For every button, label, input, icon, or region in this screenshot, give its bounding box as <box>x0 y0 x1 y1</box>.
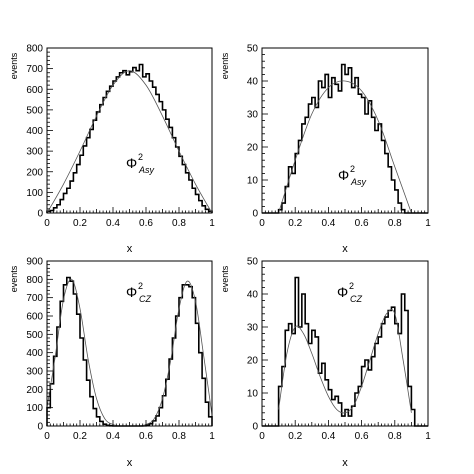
y-tick-label: 30 <box>247 323 259 334</box>
y-tick-label: 600 <box>26 312 43 323</box>
y-tick-label: 0 <box>252 422 258 433</box>
x-tick-label: 1 <box>209 218 215 229</box>
y-tick-label: 800 <box>26 275 43 286</box>
y-tick-label: 0 <box>37 422 43 433</box>
annotation-superscript: 2 <box>138 152 143 162</box>
y-tick-label: 0 <box>37 209 43 220</box>
y-tick-label: 0 <box>252 209 258 220</box>
y-tick-label: 300 <box>26 147 43 158</box>
y-tick-label: 100 <box>26 188 43 199</box>
panel-top-left: 0 0.2 0.4 0.6 0.8 1 0 100 200 300 400 500 600 700 800 e… <box>9 44 215 256</box>
annotation-superscript: 2 <box>350 164 355 174</box>
y-tick-label: 10 <box>247 176 259 187</box>
y-axis-label: events <box>220 265 230 292</box>
y-tick-label: 800 <box>26 44 43 55</box>
annotation-phi: Φ <box>126 284 137 300</box>
x-tick-label: 1 <box>425 218 431 229</box>
x-axis-label: x <box>342 243 348 255</box>
x-tick-label: 0.4 <box>321 431 335 442</box>
x-tick-label: 0.6 <box>355 431 369 442</box>
y-axis-label: events <box>220 52 230 79</box>
x-tick-label: 0 <box>44 218 50 229</box>
y-tick-label: 200 <box>26 167 43 178</box>
x-tick-label: 0.8 <box>172 218 186 229</box>
y-tick-label: 50 <box>247 257 259 268</box>
annotation-superscript: 2 <box>349 281 354 291</box>
x-tick-label: 0.4 <box>321 218 335 229</box>
x-tick-label: 0.2 <box>288 218 302 229</box>
x-tick-label: 0.2 <box>288 431 302 442</box>
x-tick-label: 0 <box>44 431 50 442</box>
histogram-steps <box>46 63 213 213</box>
y-tick-label: 20 <box>247 356 259 367</box>
fit-curve <box>46 278 213 427</box>
x-tick-label: 0.6 <box>355 218 369 229</box>
y-tick-label: 10 <box>247 389 259 400</box>
y-tick-label: 900 <box>26 257 43 268</box>
x-tick-label: 0.2 <box>73 218 87 229</box>
x-axis-label: x <box>127 457 133 469</box>
y-axis-label: events <box>9 52 19 79</box>
x-tick-label: 0.8 <box>388 218 402 229</box>
fit-curve <box>278 309 412 414</box>
y-tick-label: 500 <box>26 105 43 116</box>
x-tick-label: 0.4 <box>106 218 120 229</box>
y-tick-label: 100 <box>26 403 43 414</box>
annotation-subscript: Asy <box>138 165 155 175</box>
fit-curve <box>278 80 412 214</box>
y-tick-label: 400 <box>26 126 43 137</box>
y-tick-label: 50 <box>247 44 259 55</box>
panel-bottom-left: 0 0.2 0.4 0.6 0.8 1 0 100 200 300 400 500 600 700 800 9… <box>9 257 215 470</box>
y-tick-label: 700 <box>26 64 43 75</box>
y-tick-label: 700 <box>26 293 43 304</box>
y-tick-label: 200 <box>26 385 43 396</box>
x-tick-label: 0.8 <box>172 431 186 442</box>
annotation-phi: Φ <box>337 284 348 300</box>
x-tick-label: 0 <box>259 218 265 229</box>
x-tick-label: 0.6 <box>139 218 153 229</box>
annotation-subscript: Asy <box>350 177 367 187</box>
y-tick-label: 400 <box>26 348 43 359</box>
x-tick-label: 0 <box>259 431 265 442</box>
annotation-phi: Φ <box>126 155 137 171</box>
x-tick-label: 0.4 <box>106 431 120 442</box>
x-tick-label: 1 <box>425 431 431 442</box>
histogram-steps <box>262 63 428 214</box>
x-tick-label: 1 <box>209 431 215 442</box>
y-tick-label: 500 <box>26 330 43 341</box>
x-axis-label: x <box>127 243 133 255</box>
x-tick-label: 0.8 <box>388 431 402 442</box>
y-axis-label: events <box>9 265 19 292</box>
y-tick-label: 300 <box>26 367 43 378</box>
x-axis-label: x <box>342 457 348 469</box>
y-tick-label: 30 <box>247 110 259 121</box>
annotation-superscript: 2 <box>138 281 143 291</box>
y-tick-label: 20 <box>247 143 259 154</box>
y-tick-label: 40 <box>247 77 259 88</box>
y-tick-label: 600 <box>26 85 43 96</box>
annotation-subscript: CZ <box>139 294 151 304</box>
x-tick-label: 0.6 <box>139 431 153 442</box>
annotation-phi: Φ <box>338 167 349 183</box>
fit-curve <box>46 70 213 214</box>
annotation-subscript: CZ <box>350 294 362 304</box>
x-tick-label: 0.2 <box>73 431 87 442</box>
y-tick-label: 40 <box>247 290 259 301</box>
